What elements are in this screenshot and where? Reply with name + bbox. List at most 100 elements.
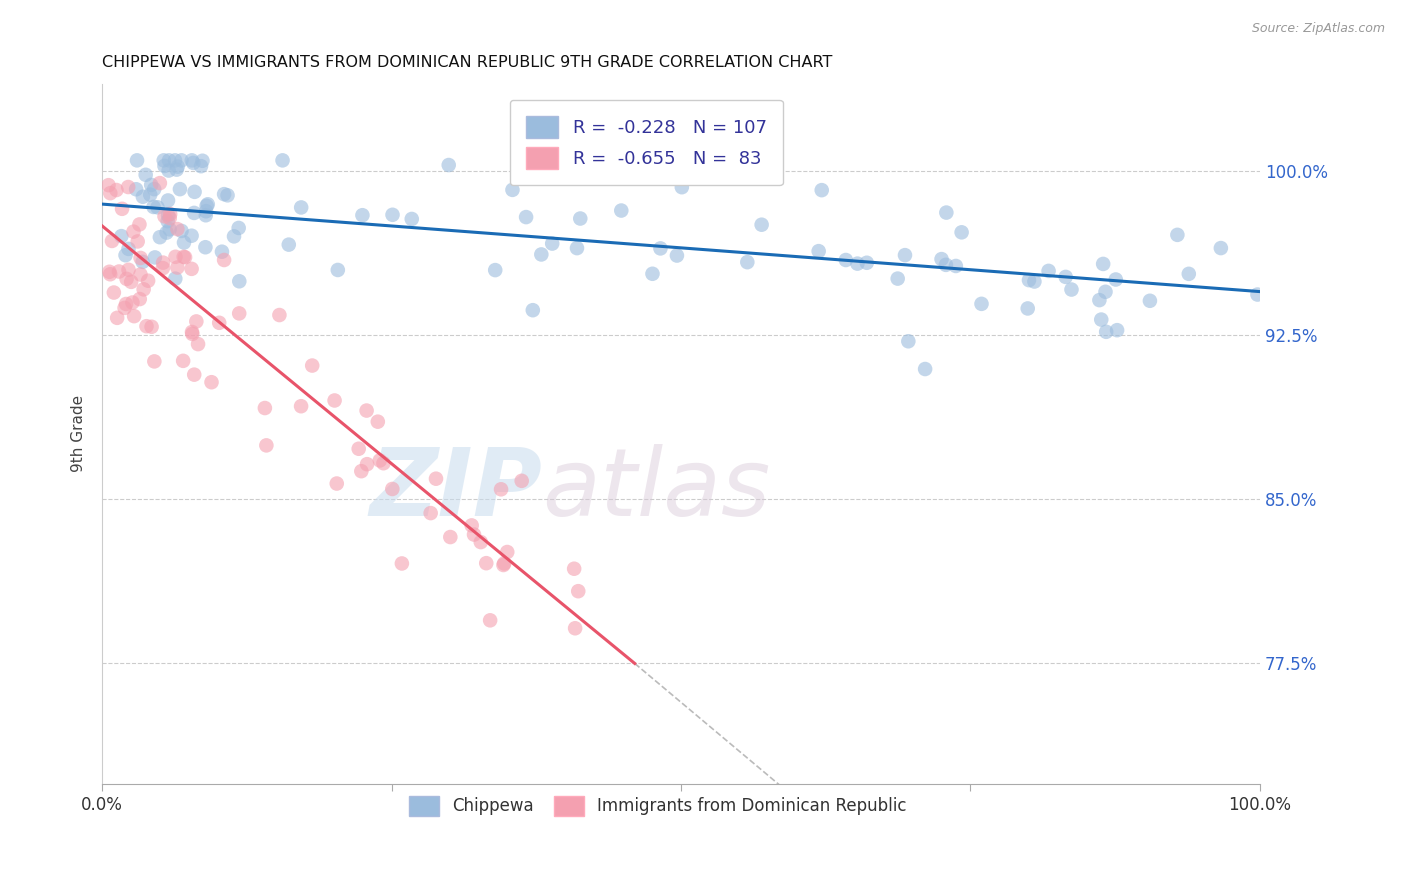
Point bbox=[228, 306, 250, 320]
Point bbox=[254, 438, 277, 452]
Point bbox=[1209, 241, 1232, 255]
Point bbox=[970, 297, 993, 311]
Point bbox=[212, 187, 235, 202]
Point bbox=[463, 527, 485, 541]
Point bbox=[368, 453, 391, 467]
Point bbox=[489, 483, 512, 497]
Point bbox=[352, 208, 374, 222]
Point bbox=[195, 199, 218, 213]
Point bbox=[945, 259, 967, 273]
Point bbox=[153, 159, 176, 173]
Point bbox=[180, 228, 202, 243]
Point bbox=[156, 194, 179, 208]
Text: Source: ZipAtlas.com: Source: ZipAtlas.com bbox=[1251, 22, 1385, 36]
Point bbox=[610, 203, 633, 218]
Point bbox=[111, 202, 134, 216]
Point bbox=[146, 200, 169, 214]
Point bbox=[194, 208, 217, 222]
Point bbox=[181, 156, 204, 170]
Point bbox=[114, 301, 136, 315]
Point bbox=[425, 472, 447, 486]
Point bbox=[269, 308, 291, 322]
Point bbox=[159, 211, 181, 226]
Point bbox=[501, 183, 523, 197]
Point bbox=[437, 158, 460, 172]
Point bbox=[122, 309, 145, 323]
Point bbox=[195, 204, 218, 219]
Point bbox=[1092, 257, 1115, 271]
Point bbox=[157, 153, 180, 168]
Point bbox=[515, 210, 537, 224]
Point bbox=[153, 210, 176, 224]
Point bbox=[494, 557, 516, 571]
Point bbox=[129, 251, 152, 265]
Point bbox=[166, 222, 188, 236]
Point bbox=[326, 476, 349, 491]
Point bbox=[125, 182, 148, 196]
Y-axis label: 9th Grade: 9th Grade bbox=[72, 395, 86, 473]
Point bbox=[98, 267, 121, 281]
Point bbox=[135, 168, 157, 182]
Point bbox=[496, 545, 519, 559]
Point bbox=[152, 255, 174, 269]
Point bbox=[129, 268, 152, 282]
Point bbox=[157, 208, 180, 222]
Point bbox=[565, 241, 588, 255]
Point bbox=[143, 354, 166, 368]
Point bbox=[143, 251, 166, 265]
Point bbox=[1017, 301, 1039, 316]
Point bbox=[253, 401, 276, 415]
Point bbox=[1178, 267, 1201, 281]
Point bbox=[127, 235, 149, 249]
Point bbox=[159, 222, 181, 236]
Point bbox=[1018, 273, 1040, 287]
Point bbox=[101, 234, 124, 248]
Point bbox=[931, 252, 953, 266]
Point bbox=[152, 153, 174, 168]
Point bbox=[120, 275, 142, 289]
Point bbox=[1139, 293, 1161, 308]
Point bbox=[1095, 325, 1118, 339]
Point bbox=[835, 252, 858, 267]
Point bbox=[212, 252, 235, 267]
Point bbox=[381, 482, 404, 496]
Point bbox=[935, 205, 957, 219]
Point bbox=[122, 225, 145, 239]
Point bbox=[810, 183, 832, 197]
Point bbox=[159, 207, 181, 221]
Point bbox=[117, 242, 139, 256]
Point bbox=[356, 403, 378, 417]
Point bbox=[105, 310, 128, 325]
Point bbox=[186, 314, 208, 328]
Point bbox=[152, 261, 174, 276]
Point bbox=[564, 621, 586, 635]
Point bbox=[541, 236, 564, 251]
Point bbox=[807, 244, 830, 259]
Point bbox=[170, 153, 193, 168]
Point bbox=[475, 556, 498, 570]
Point bbox=[1024, 275, 1046, 289]
Point bbox=[530, 247, 553, 261]
Point bbox=[165, 250, 187, 264]
Point bbox=[166, 162, 188, 177]
Point bbox=[172, 354, 194, 368]
Point bbox=[290, 201, 312, 215]
Point bbox=[950, 225, 973, 239]
Point bbox=[183, 206, 205, 220]
Point bbox=[208, 316, 231, 330]
Point bbox=[139, 187, 162, 202]
Point bbox=[751, 218, 773, 232]
Point bbox=[228, 221, 250, 235]
Point bbox=[98, 186, 121, 201]
Point bbox=[173, 250, 195, 264]
Point bbox=[569, 211, 592, 226]
Point bbox=[181, 325, 204, 339]
Point bbox=[367, 415, 389, 429]
Point bbox=[128, 218, 150, 232]
Point bbox=[1038, 264, 1060, 278]
Point bbox=[1105, 272, 1128, 286]
Point bbox=[641, 267, 664, 281]
Point bbox=[222, 229, 245, 244]
Point bbox=[460, 518, 482, 533]
Point bbox=[1090, 312, 1112, 326]
